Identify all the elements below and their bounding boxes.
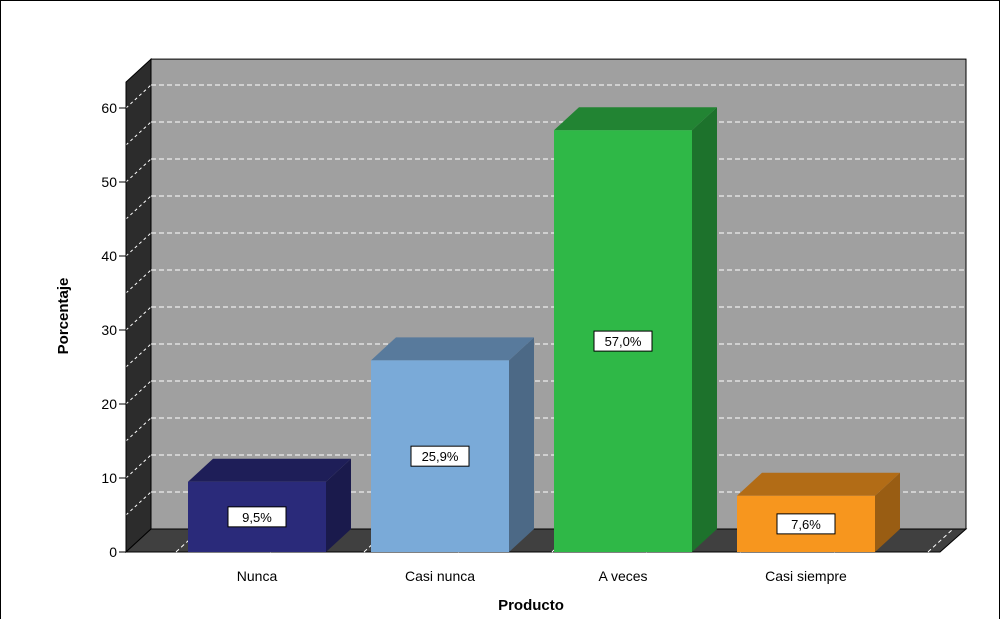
y-tick-label: 20 bbox=[101, 396, 117, 412]
bar-side bbox=[875, 472, 900, 552]
y-tick-label: 60 bbox=[101, 100, 117, 116]
data-label-text: 25,9% bbox=[422, 449, 459, 464]
data-label-text: 7,6% bbox=[791, 517, 821, 532]
bar-side bbox=[692, 107, 717, 552]
bar-side bbox=[326, 458, 351, 552]
data-label-box bbox=[593, 330, 653, 352]
data-label-text: 57,0% bbox=[605, 334, 642, 349]
y-axis-title: Porcentaje bbox=[55, 278, 72, 355]
bar-casi-siempre bbox=[737, 472, 900, 552]
y-tick-label: 40 bbox=[101, 248, 117, 264]
bar-casi-nunca bbox=[371, 337, 534, 552]
bar-top bbox=[188, 458, 351, 482]
bar-a-veces bbox=[554, 107, 717, 552]
y-axis: 0 10 20 30 40 50 60 bbox=[101, 98, 127, 560]
data-label: 25,9% bbox=[410, 445, 470, 467]
x-axis-title: Producto bbox=[498, 597, 564, 614]
bar-nunca bbox=[188, 458, 351, 552]
y-tick-label: 0 bbox=[109, 544, 117, 560]
side-wall bbox=[125, 57, 152, 554]
x-tick-label: Nunca bbox=[237, 568, 278, 584]
x-tick-label: Casi nunca bbox=[405, 568, 475, 584]
data-label: 9,5% bbox=[227, 506, 287, 528]
bar-top bbox=[737, 472, 900, 496]
data-label: 57,0% bbox=[593, 330, 653, 352]
data-label: 7,6% bbox=[776, 513, 836, 535]
data-label-box bbox=[227, 506, 287, 528]
x-tick-label: A veces bbox=[598, 568, 647, 584]
floor-dash bbox=[927, 528, 954, 553]
data-labels: 9,5% 25,9% 57,0% 7,6% bbox=[227, 330, 836, 535]
data-label-box bbox=[410, 445, 470, 467]
bar-top bbox=[554, 107, 717, 131]
data-label-text: 9,5% bbox=[242, 510, 272, 525]
y-tick-label: 50 bbox=[101, 174, 117, 190]
x-tick-label: Casi siempre bbox=[765, 568, 847, 584]
y-tick-label: 10 bbox=[101, 470, 117, 486]
bar-top bbox=[371, 337, 534, 361]
x-axis-labels: Nunca Casi nunca A veces Casi siempre bbox=[237, 568, 847, 584]
y-tick-label: 30 bbox=[101, 322, 117, 338]
bars bbox=[188, 107, 900, 552]
bar-side bbox=[509, 337, 534, 552]
data-label-box bbox=[776, 513, 836, 535]
